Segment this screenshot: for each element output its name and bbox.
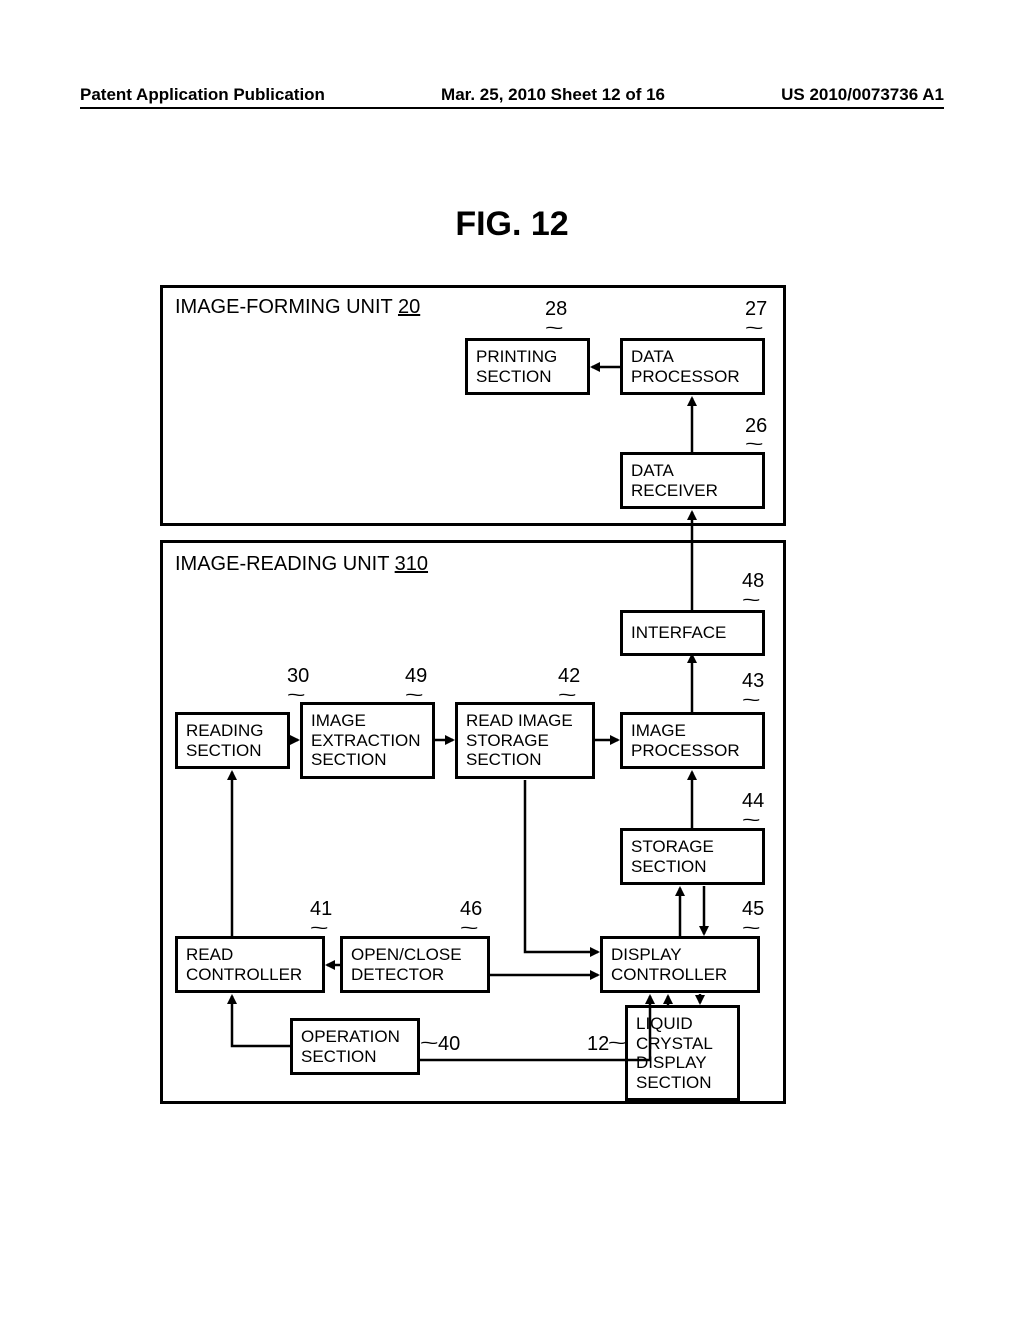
read-image-storage-block: READ IMAGESTORAGESECTION [455, 702, 595, 779]
data-receiver-block: DATARECEIVER [620, 452, 765, 509]
printing-tilde: ~ [545, 318, 564, 339]
figure-title: FIG. 12 [0, 205, 1024, 244]
image-extraction-block: IMAGEEXTRACTIONSECTION [300, 702, 435, 779]
operation-ref: 40 [438, 1033, 460, 1056]
openclose-tilde: ~ [460, 918, 479, 939]
readctrl-tilde: ~ [310, 918, 329, 939]
header-right: US 2010/0073736 A1 [781, 85, 944, 105]
operation-tilde: ~ [420, 1033, 439, 1054]
dataproc-tilde: ~ [745, 318, 764, 339]
image-forming-unit-label: IMAGE-FORMING UNIT 20 [175, 296, 420, 319]
image-reading-unit-label: IMAGE-READING UNIT 310 [175, 553, 428, 576]
storage-tilde: ~ [742, 810, 761, 831]
header-left: Patent Application Publication [80, 85, 325, 105]
readstore-tilde: ~ [558, 685, 577, 706]
page-header: Patent Application Publication Mar. 25, … [80, 85, 944, 109]
open-close-detector-block: OPEN/CLOSEDETECTOR [340, 936, 490, 993]
image-processor-block: IMAGEPROCESSOR [620, 712, 765, 769]
dispctrl-tilde: ~ [742, 918, 761, 939]
data-processor-block: DATAPROCESSOR [620, 338, 765, 395]
page: Patent Application Publication Mar. 25, … [0, 0, 1024, 1320]
header-center: Mar. 25, 2010 Sheet 12 of 16 [441, 85, 665, 105]
datarecv-tilde: ~ [745, 434, 764, 455]
printing-section-block: PRINTINGSECTION [465, 338, 590, 395]
lcd-ref: 12 [587, 1033, 609, 1056]
display-controller-block: DISPLAYCONTROLLER [600, 936, 760, 993]
read-controller-block: READCONTROLLER [175, 936, 325, 993]
interface-tilde: ~ [742, 590, 761, 611]
storage-section-block: STORAGESECTION [620, 828, 765, 885]
extract-tilde: ~ [405, 685, 424, 706]
interface-block: INTERFACE [620, 610, 765, 656]
lcd-section-block: LIQUIDCRYSTALDISPLAYSECTION [625, 1005, 740, 1101]
reading-section-block: READINGSECTION [175, 712, 290, 769]
operation-section-block: OPERATIONSECTION [290, 1018, 420, 1075]
imgproc-tilde: ~ [742, 690, 761, 711]
lcd-tilde: ~ [608, 1033, 627, 1054]
